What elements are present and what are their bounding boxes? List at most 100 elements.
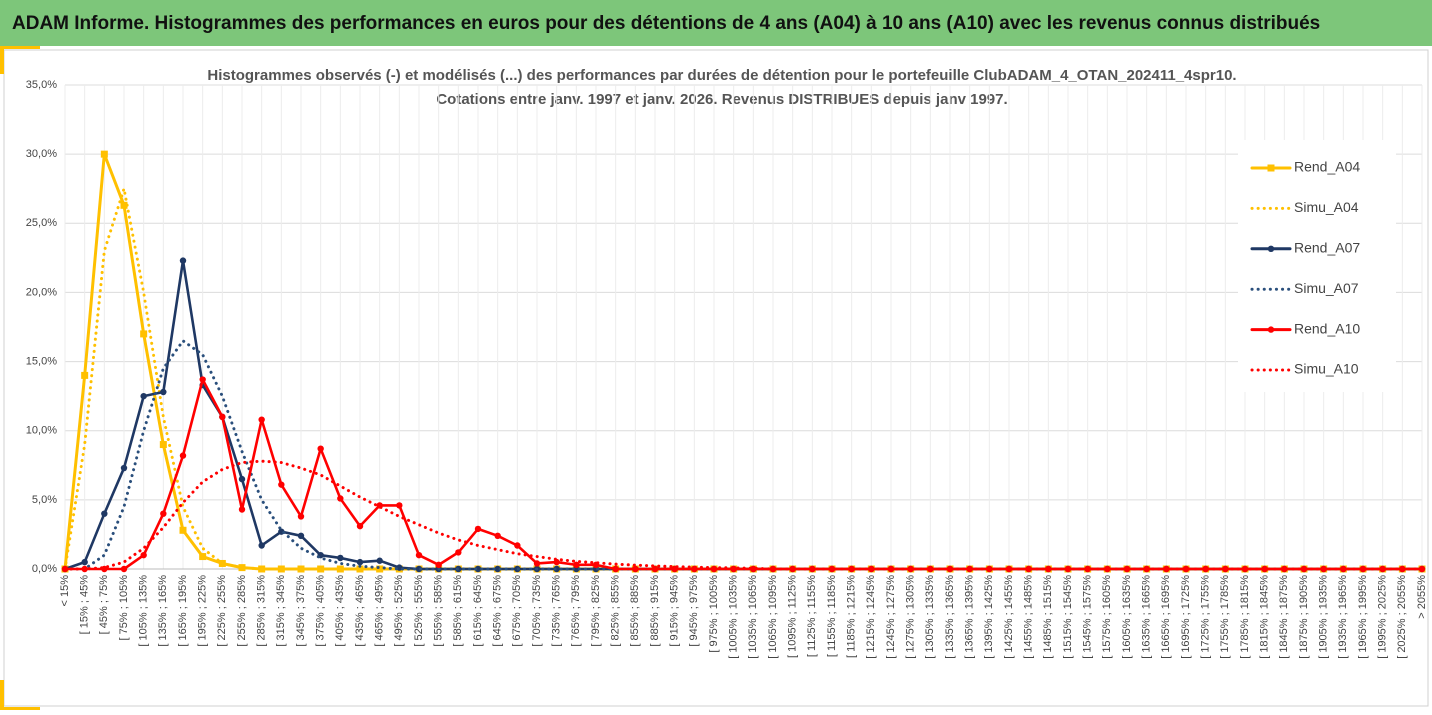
x-tick-label: [ 1065% ; 1095%	[767, 575, 779, 659]
x-tick-label: [ 1395% ; 1425%	[983, 575, 995, 659]
x-tick-label: [ 195% ; 225%	[197, 575, 209, 647]
x-tick-label: [ 735% ; 765%	[551, 575, 563, 647]
marker	[356, 522, 364, 530]
x-tick-label: [ 1935% ; 1965%	[1337, 575, 1349, 659]
x-tick-label: [ 15% ; 45%	[79, 575, 91, 635]
x-tick-label: [ 1095% ; 1125%	[787, 575, 799, 658]
x-tick-label: [ 345% ; 375%	[295, 575, 307, 647]
marker	[494, 565, 501, 573]
x-tick-label: [ 975% ; 1005%	[708, 575, 720, 653]
marker	[278, 481, 285, 488]
marker	[258, 565, 266, 573]
x-tick-label: [ 1005% ; 1035%	[728, 575, 740, 659]
marker	[81, 558, 88, 566]
marker	[474, 525, 482, 533]
x-tick-label: [ 1425% ; 1455%	[1003, 575, 1015, 659]
marker	[376, 557, 383, 564]
x-tick-label: [ 465% ; 495%	[374, 575, 386, 647]
x-tick-label: [ 2025% ; 2055%	[1396, 575, 1408, 659]
marker	[1281, 565, 1288, 573]
marker	[1202, 565, 1209, 573]
y-tick-label: 15,0%	[26, 355, 57, 367]
x-tick-label: [ 1875% ; 1905%	[1298, 575, 1310, 659]
marker	[750, 565, 757, 573]
x-tick-label: [ 1605% ; 1635%	[1121, 575, 1133, 659]
x-tick-label: [ 645% ; 675%	[492, 575, 504, 647]
x-tick-label: [ 375% ; 405%	[315, 575, 327, 647]
x-tick-label: [ 225% ; 255%	[216, 575, 228, 647]
x-tick-label: [ 1275% ; 1305%	[905, 575, 917, 659]
marker	[120, 464, 128, 472]
x-tick-label: [ 1785% ; 1815%	[1239, 575, 1251, 659]
marker	[238, 475, 246, 483]
x-tick-label: [ 1185% ; 1215%	[846, 575, 858, 658]
marker	[494, 532, 501, 540]
x-tick-label: [ 1335% ; 1365%	[944, 575, 956, 659]
x-tick-label: > 2055%	[1416, 575, 1428, 619]
chart-title: Histogrammes observés (-) et modélisés (…	[207, 67, 1236, 84]
marker	[277, 565, 285, 573]
marker	[1104, 565, 1111, 573]
x-tick-label: [ 1815% ; 1845%	[1259, 575, 1271, 659]
x-tick-label: [ 405% ; 435%	[334, 575, 346, 647]
marker	[219, 413, 226, 421]
x-tick-label: [ 165% ; 195%	[177, 575, 189, 647]
marker	[474, 565, 482, 573]
marker	[337, 554, 344, 562]
marker	[179, 452, 187, 459]
x-tick-label: [ 1125% ; 1155%	[806, 575, 818, 657]
marker	[927, 565, 934, 573]
marker	[140, 551, 147, 559]
x-tick-label: [ 1965% ; 1995%	[1357, 575, 1369, 659]
marker	[140, 330, 148, 338]
marker	[179, 526, 187, 534]
legend-label: Rend_A10	[1294, 320, 1360, 336]
x-tick-label: [ 795% ; 825%	[590, 575, 602, 647]
series-line	[63, 459, 1424, 571]
x-tick-label: [ 1725% ; 1755%	[1200, 575, 1212, 659]
marker	[159, 441, 167, 449]
x-tick-label: [ 315% ; 345%	[275, 575, 287, 647]
x-tick-label: [ 825% ; 855%	[610, 575, 622, 647]
x-tick-label: [ 675% ; 705%	[511, 575, 523, 647]
x-tick-label: < 15%	[59, 575, 71, 607]
x-tick-label: [ 75% ; 105%	[118, 575, 130, 641]
x-tick-label: [ 945% ; 975%	[688, 575, 700, 647]
marker	[1025, 565, 1032, 573]
plot	[61, 150, 1426, 573]
legend: Rend_A04 Simu_A04 Rend_A07 Simu_A07 Rend_A10…	[1250, 159, 1360, 377]
marker	[533, 560, 541, 567]
marker	[101, 510, 108, 517]
legend-label: Simu_A04	[1294, 199, 1359, 215]
x-tick-label: [ 1245% ; 1275%	[885, 575, 897, 659]
x-tick-label: [ 1155% ; 1185%	[826, 575, 838, 657]
marker	[199, 376, 206, 383]
accent	[0, 46, 40, 49]
marker	[120, 565, 128, 573]
marker	[337, 495, 344, 502]
marker	[553, 565, 560, 573]
marker	[297, 513, 305, 520]
x-tick-label: [ 705% ; 735%	[531, 575, 543, 647]
legend-marker	[1267, 164, 1275, 172]
x-tick-label: [ 585% ; 615%	[452, 575, 464, 647]
marker	[1359, 565, 1367, 573]
marker	[514, 542, 521, 549]
marker	[238, 506, 246, 513]
x-tick-label: [ 1545% ; 1575%	[1082, 575, 1094, 659]
x-tick-label: [ 885% ; 915%	[649, 575, 661, 647]
x-tick-label: [ 1905% ; 1935%	[1318, 575, 1330, 659]
marker	[907, 565, 914, 573]
marker	[415, 551, 423, 559]
marker	[435, 561, 442, 569]
legend-label: Rend_A07	[1294, 240, 1360, 256]
x-tick-label: [ 1215% ; 1245%	[865, 575, 877, 659]
x-tick-label: [ 1575% ; 1605%	[1101, 575, 1113, 659]
marker	[1005, 565, 1013, 573]
marker	[81, 371, 89, 379]
chart-subtitle: Cotations entre janv. 1997 et janv. 2026…	[436, 91, 1007, 108]
marker	[356, 558, 364, 566]
marker	[1182, 565, 1190, 573]
x-tick-label: [ 1635% ; 1665%	[1141, 575, 1153, 659]
marker	[100, 150, 108, 158]
